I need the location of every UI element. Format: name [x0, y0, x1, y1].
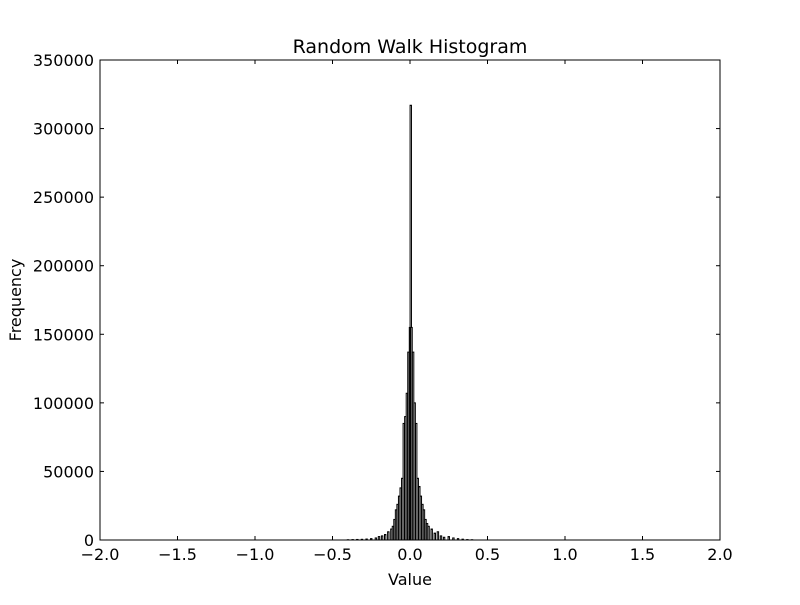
- histogram-bar: [434, 533, 435, 540]
- x-tick-label: −1.0: [236, 545, 275, 564]
- y-tick-label: 250000: [33, 188, 94, 207]
- y-tick-label: 0: [84, 531, 94, 550]
- y-tick-label: 150000: [33, 325, 94, 344]
- x-axis-label: Value: [388, 570, 432, 589]
- y-axis-ticks: 0 50000 100000 150000 200000 250000 300000 3500…: [33, 51, 720, 550]
- x-tick-label: 2.0: [707, 545, 732, 564]
- histogram-bar: [381, 536, 382, 540]
- x-tick-label: −0.5: [313, 545, 352, 564]
- y-tick-label: 300000: [33, 120, 94, 139]
- histogram-bar: [448, 537, 449, 540]
- histogram-bar: [440, 536, 441, 540]
- histogram-bar: [378, 537, 379, 540]
- histogram-bar: [437, 532, 438, 540]
- histogram-bars: [347, 105, 472, 540]
- histogram-bar: [431, 529, 432, 540]
- y-tick-label: 200000: [33, 257, 94, 276]
- x-tick-label: 1.0: [552, 545, 577, 564]
- y-tick-label: 50000: [43, 462, 94, 481]
- x-tick-label: −1.5: [158, 545, 197, 564]
- histogram-bar: [385, 535, 386, 540]
- chart-title: Random Walk Histogram: [293, 36, 528, 58]
- y-tick-label: 350000: [33, 51, 94, 70]
- y-tick-label: 100000: [33, 394, 94, 413]
- x-tick-label: 0.5: [475, 545, 500, 564]
- y-axis-label: Frequency: [6, 259, 25, 342]
- histogram-bar: [428, 526, 429, 540]
- histogram-bar: [388, 532, 389, 540]
- x-tick-label: 0.0: [397, 545, 422, 564]
- x-tick-label: 1.5: [630, 545, 655, 564]
